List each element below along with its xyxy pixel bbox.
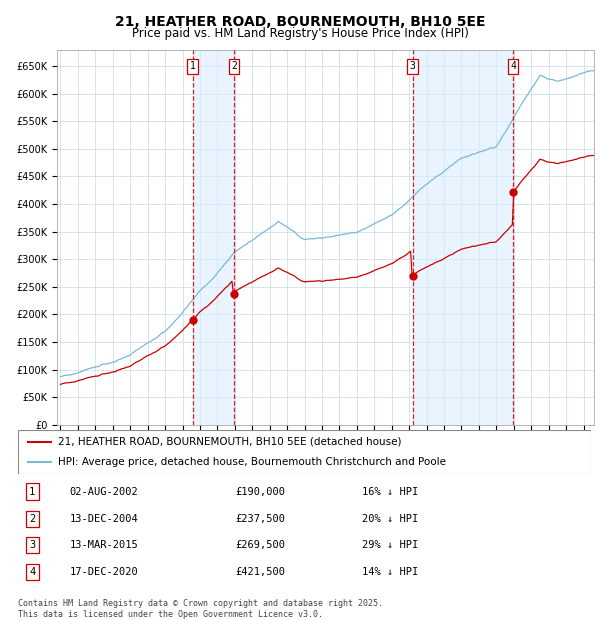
Text: 3: 3 bbox=[410, 61, 415, 71]
Text: £237,500: £237,500 bbox=[236, 513, 286, 524]
Text: 4: 4 bbox=[510, 61, 516, 71]
Text: Price paid vs. HM Land Registry's House Price Index (HPI): Price paid vs. HM Land Registry's House … bbox=[131, 27, 469, 40]
Text: £269,500: £269,500 bbox=[236, 539, 286, 550]
Text: 29% ↓ HPI: 29% ↓ HPI bbox=[362, 539, 418, 550]
Bar bbox=[413, 50, 513, 425]
Text: 1: 1 bbox=[29, 487, 35, 497]
Bar bbox=[193, 50, 234, 425]
Text: 4: 4 bbox=[29, 567, 35, 577]
Text: 13-MAR-2015: 13-MAR-2015 bbox=[70, 539, 139, 550]
Text: 21, HEATHER ROAD, BOURNEMOUTH, BH10 5EE: 21, HEATHER ROAD, BOURNEMOUTH, BH10 5EE bbox=[115, 15, 485, 29]
Text: 13-DEC-2004: 13-DEC-2004 bbox=[70, 513, 139, 524]
Text: 17-DEC-2020: 17-DEC-2020 bbox=[70, 567, 139, 577]
Text: £190,000: £190,000 bbox=[236, 487, 286, 497]
Text: HPI: Average price, detached house, Bournemouth Christchurch and Poole: HPI: Average price, detached house, Bour… bbox=[58, 457, 446, 467]
Text: Contains HM Land Registry data © Crown copyright and database right 2025.
This d: Contains HM Land Registry data © Crown c… bbox=[18, 600, 383, 619]
Text: 2: 2 bbox=[231, 61, 237, 71]
Text: 20% ↓ HPI: 20% ↓ HPI bbox=[362, 513, 418, 524]
Text: 3: 3 bbox=[29, 539, 35, 550]
FancyBboxPatch shape bbox=[18, 430, 591, 474]
Text: 16% ↓ HPI: 16% ↓ HPI bbox=[362, 487, 418, 497]
Text: 21, HEATHER ROAD, BOURNEMOUTH, BH10 5EE (detached house): 21, HEATHER ROAD, BOURNEMOUTH, BH10 5EE … bbox=[58, 436, 401, 447]
Text: £421,500: £421,500 bbox=[236, 567, 286, 577]
Text: 1: 1 bbox=[190, 61, 196, 71]
Text: 02-AUG-2002: 02-AUG-2002 bbox=[70, 487, 139, 497]
Text: 2: 2 bbox=[29, 513, 35, 524]
Text: 14% ↓ HPI: 14% ↓ HPI bbox=[362, 567, 418, 577]
